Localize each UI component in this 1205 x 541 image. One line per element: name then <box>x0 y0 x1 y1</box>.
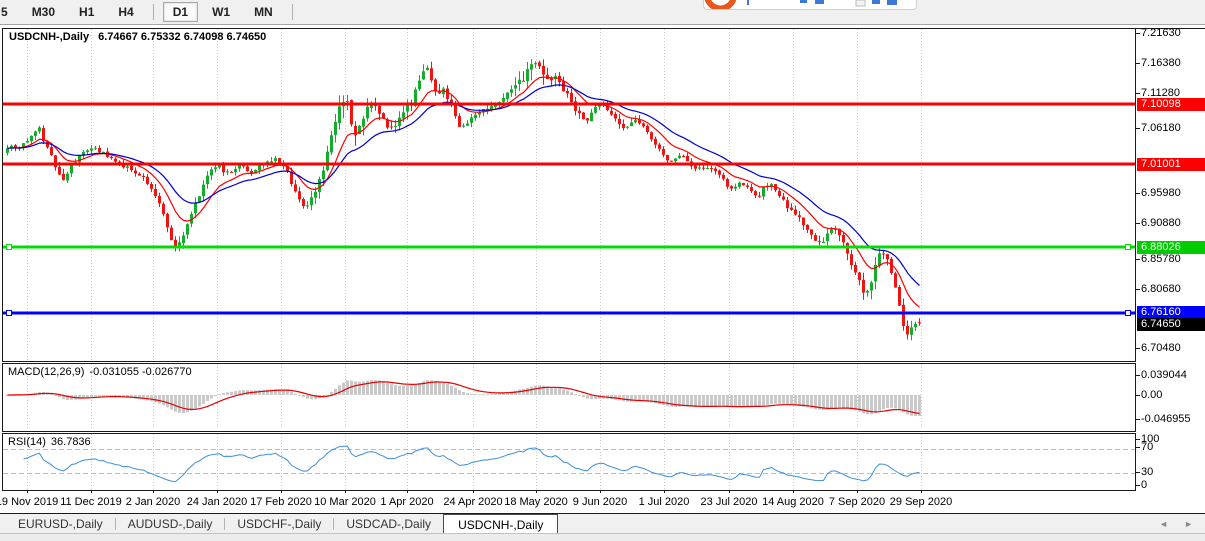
price-tick-label: 6.70480 <box>1141 342 1181 354</box>
date-tick-label: 2 Jan 2020 <box>125 496 181 508</box>
date-tick-label: 17 Feb 2020 <box>250 496 312 508</box>
price-pane[interactable] <box>2 28 1136 362</box>
price-badge-6.74650: 6.74650 <box>1137 318 1205 331</box>
price-tick-label: 7.06180 <box>1141 122 1181 134</box>
price-tick-label: 6.90880 <box>1141 217 1181 229</box>
date-tick-label: 19 Nov 2019 <box>0 496 59 508</box>
fast-ma <box>7 76 920 308</box>
price-badge-6.88026: 6.88026 <box>1137 241 1205 254</box>
timeframe-button-H1[interactable]: H1 <box>79 5 95 19</box>
chart-canvas[interactable] <box>0 0 1205 513</box>
hline-handle[interactable] <box>6 310 12 316</box>
toolbar-separator <box>152 4 154 20</box>
price-tick-label: 6.85780 <box>1141 253 1181 265</box>
date-tick-label: 24 Jan 2020 <box>186 496 248 508</box>
macd-signal-line <box>7 381 920 415</box>
symbol-period-label: USDCNH-,Daily <box>9 31 90 43</box>
tab-scroll-left-icon[interactable]: ◄ <box>1159 519 1169 529</box>
logo-glyph <box>872 0 880 4</box>
macd-tick-label: -0.046955 <box>1141 413 1191 425</box>
price-badge-7.01001: 7.01001 <box>1137 158 1205 171</box>
macd-name: MACD(12,26,9) <box>8 366 85 378</box>
tab-separator <box>114 518 116 530</box>
tab-scroll-right-icon[interactable]: ► <box>1184 519 1193 529</box>
macd-values: -0.031055 -0.026770 <box>89 366 192 378</box>
price-badge-7.10098: 7.10098 <box>1137 98 1205 111</box>
date-tick-label: 14 Aug 2020 <box>762 496 824 508</box>
pane-borders <box>2 28 1205 493</box>
macd-pane[interactable] <box>2 363 1136 432</box>
logo-glyph <box>747 0 749 5</box>
timeframe-button-5[interactable]: 5 <box>1 5 8 19</box>
chart-tab-eurusddaily[interactable]: EURUSD-,Daily <box>18 517 103 531</box>
chart-tab-audusddaily[interactable]: AUDUSD-,Daily <box>127 517 213 531</box>
rsi-tick-label: 100 <box>1141 433 1160 445</box>
rsi-tick-label: 70 <box>1141 441 1154 453</box>
timeframe-button-MN[interactable]: MN <box>254 5 273 19</box>
date-tick-label: 10 Mar 2020 <box>314 496 376 508</box>
price-tick-label: 6.95980 <box>1141 187 1181 199</box>
macd-tick-label: 0.00 <box>1141 389 1163 401</box>
hline-handle[interactable] <box>6 244 12 250</box>
tab-separator <box>333 518 335 530</box>
rsi-label: RSI(14) 36.7836 <box>8 436 91 448</box>
timeframe-toolbar: 5 M30 H1 H4 D1 W1 MN <box>0 0 1205 25</box>
logo-glyph <box>815 0 824 4</box>
candlestick-series <box>6 59 921 341</box>
ohlc-values: 6.74667 6.75332 6.74098 6.74650 <box>98 31 267 43</box>
chart-tab-usdchfdaily[interactable]: USDCHF-,Daily <box>237 517 322 531</box>
hline-handle[interactable] <box>1125 244 1131 250</box>
price-tick-label: 7.16380 <box>1141 57 1181 69</box>
horizontal-lines <box>3 102 1136 316</box>
moving-averages <box>7 76 920 308</box>
rsi-line <box>23 445 920 483</box>
chart-tab-usdcnhdaily[interactable]: USDCNH-,Daily <box>443 513 559 535</box>
logo-arc-icon <box>704 0 737 9</box>
status-bar <box>0 533 1205 541</box>
date-tick-label: 24 Apr 2020 <box>443 496 503 508</box>
date-tick-label: 9 Jun 2020 <box>572 496 628 508</box>
price-tick-label: 6.80680 <box>1141 283 1181 295</box>
logo-glyphs <box>704 0 897 9</box>
timeframe-button-M30[interactable]: M30 <box>31 5 56 19</box>
date-tick-label: 23 Jul 2020 <box>700 496 758 508</box>
rsi-level-lines <box>3 449 1135 474</box>
logo-glyph <box>887 0 897 5</box>
logo-glyph <box>855 0 866 7</box>
vertical-gridlines <box>27 29 922 489</box>
partial-logo-fragment <box>703 0 917 10</box>
timeframe-button-D1[interactable]: D1 <box>162 2 199 22</box>
tab-scroll-controls: ◄ ► <box>1159 514 1193 534</box>
hline-handle[interactable] <box>1125 310 1131 316</box>
date-tick-label: 11 Dec 2019 <box>60 496 122 508</box>
date-tick-label: 1 Jul 2020 <box>638 496 690 508</box>
slow-ma <box>7 84 920 286</box>
price-tick-label: 7.11280 <box>1141 87 1180 99</box>
date-tick-label: 7 Sep 2020 <box>828 496 886 508</box>
rsi-tick-label: 30 <box>1141 466 1154 478</box>
date-tick-label: 1 Apr 2020 <box>380 496 434 508</box>
macd-tick-label: 0.039044 <box>1141 369 1187 381</box>
date-tick-label: 18 May 2020 <box>504 496 568 508</box>
timeframe-button-W1[interactable]: W1 <box>212 5 231 19</box>
timeframe-button-H4[interactable]: H4 <box>118 5 134 19</box>
price-tick-label: 7.21630 <box>1141 27 1181 39</box>
price-badge-6.76160: 6.76160 <box>1137 306 1205 319</box>
macd-label: MACD(12,26,9) -0.031055 -0.026770 <box>8 366 192 378</box>
rsi-pane[interactable] <box>2 433 1136 491</box>
toolbar-separator <box>291 4 293 20</box>
logo-glyph <box>800 0 807 3</box>
rsi-tick-label: 0 <box>1141 479 1148 491</box>
rsi-name: RSI(14) <box>8 436 46 448</box>
chart-tab-usdcaddaily[interactable]: USDCAD-,Daily <box>346 517 432 531</box>
chart-tab-bar: EURUSD-,Daily AUDUSD-,Daily USDCHF-,Daily U… <box>0 513 1205 535</box>
macd-histogram <box>6 380 921 417</box>
tab-separator <box>224 518 226 530</box>
rsi-value: 36.7836 <box>50 436 91 448</box>
date-tick-label: 29 Sep 2020 <box>889 496 953 508</box>
chart-title: USDCNH-,Daily 6.74667 6.75332 6.74098 6.7… <box>9 31 266 43</box>
